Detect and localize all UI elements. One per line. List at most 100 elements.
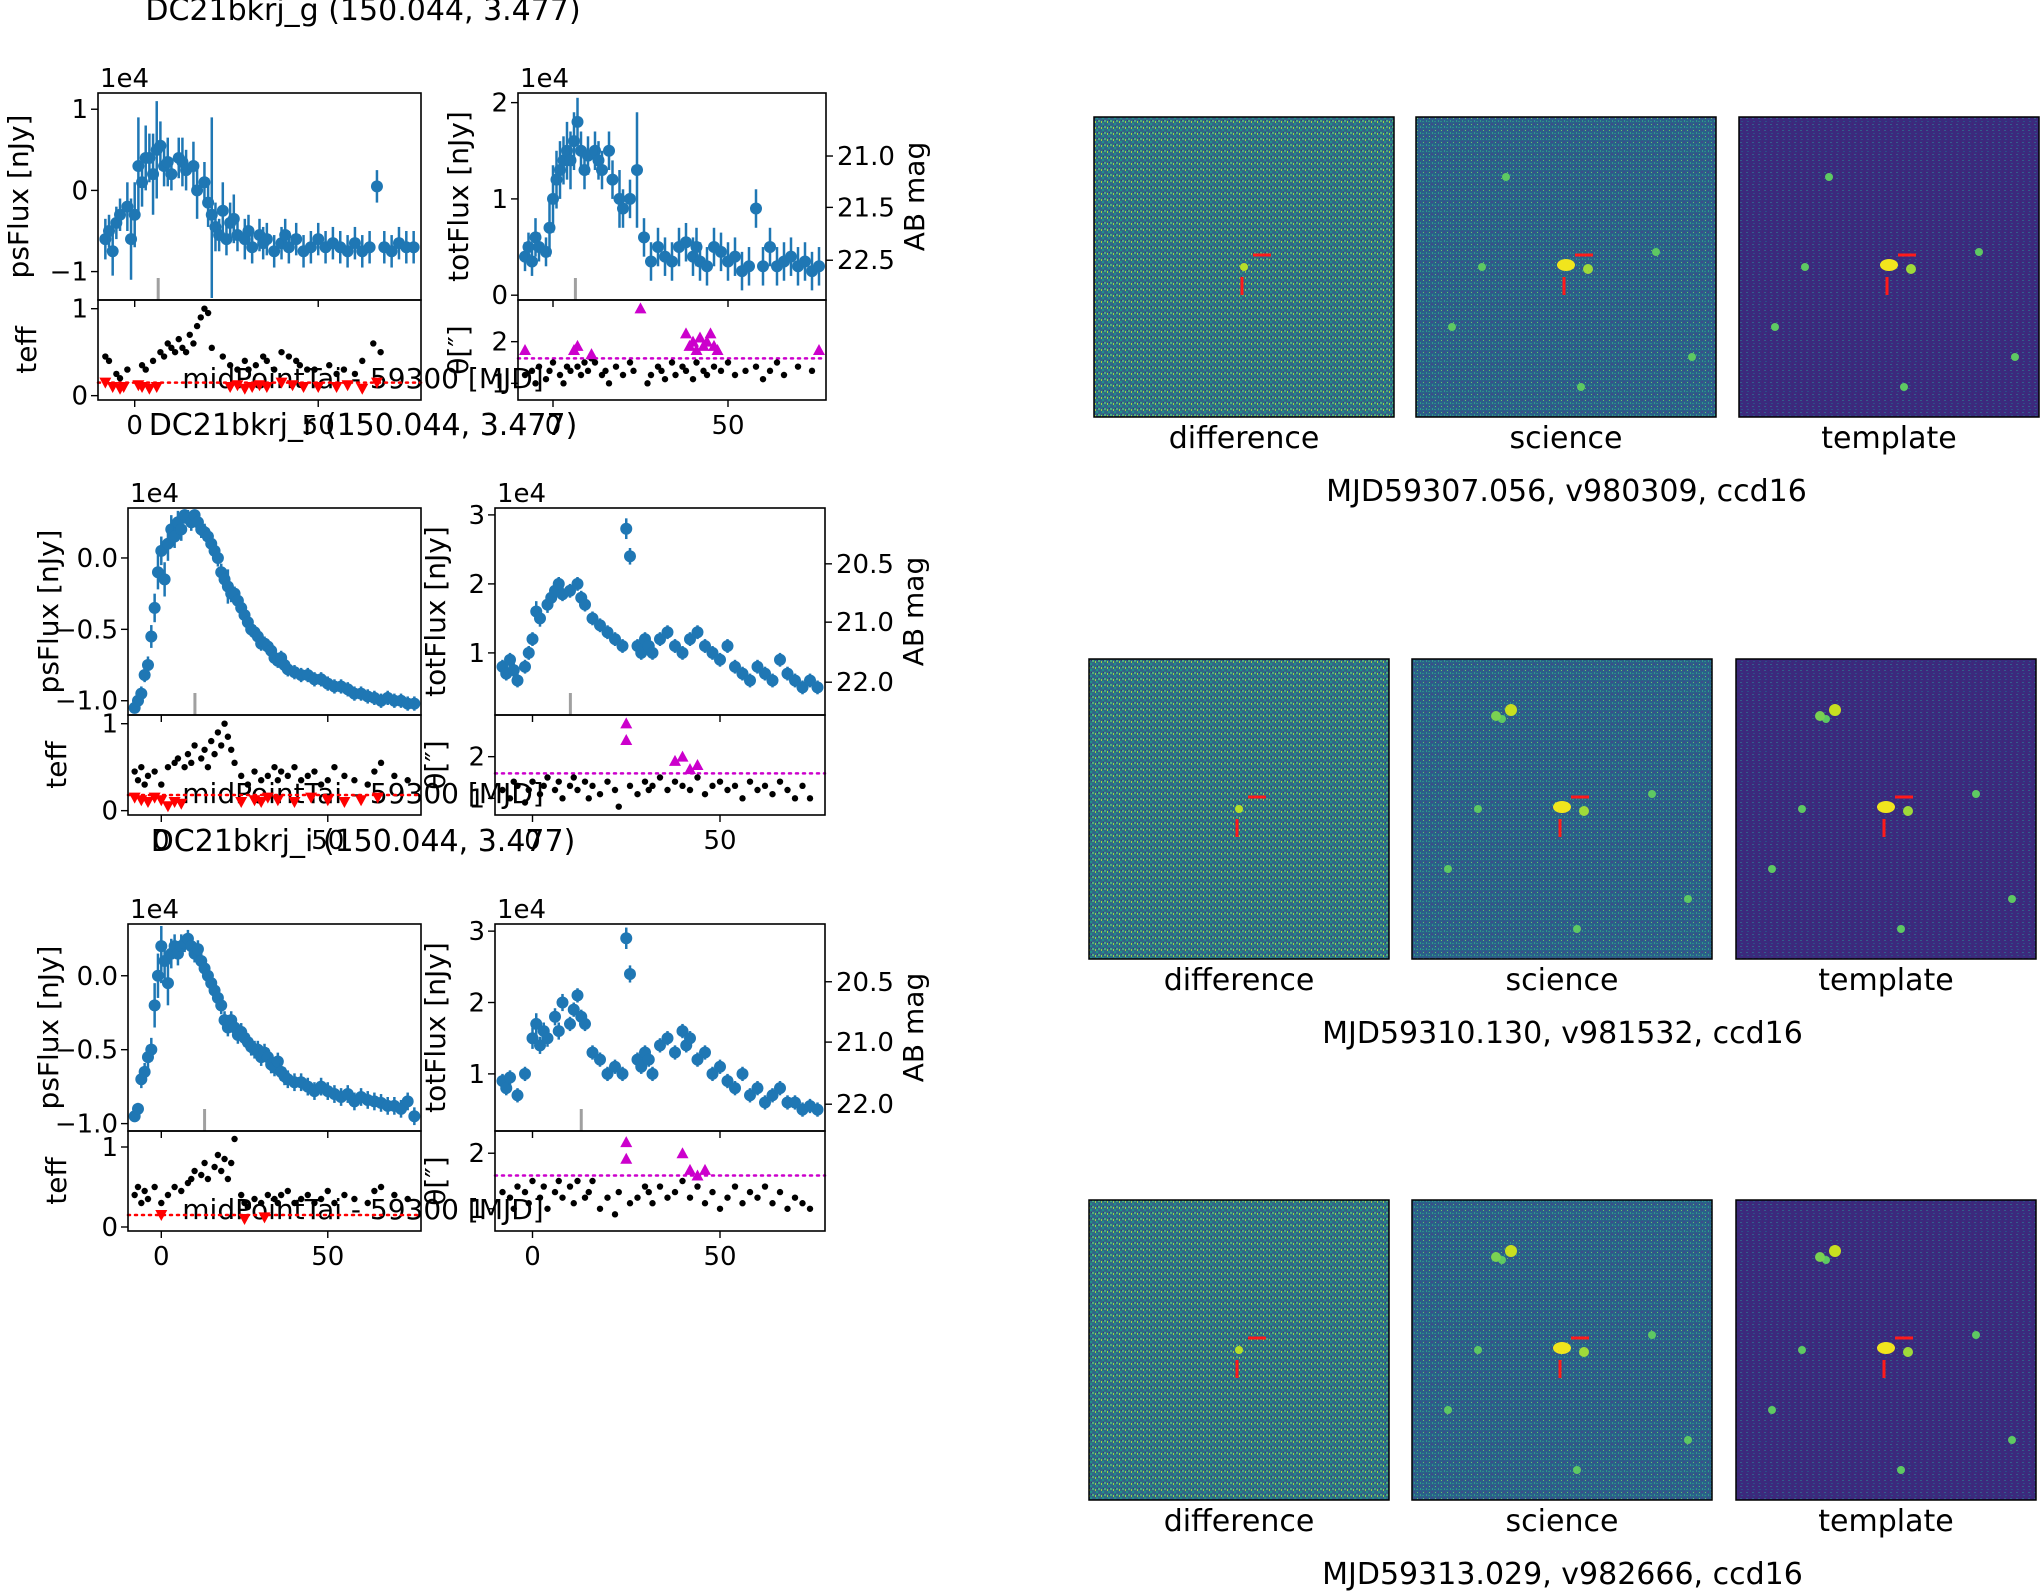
data-point bbox=[311, 366, 318, 373]
data-point bbox=[570, 774, 577, 781]
data-point bbox=[701, 790, 709, 798]
right-y-tick-label: 21.0 bbox=[836, 608, 894, 638]
data-point bbox=[806, 1205, 814, 1212]
data-point bbox=[216, 204, 229, 217]
upper-limit-marker bbox=[620, 717, 633, 729]
right-y-tick-label: 22.5 bbox=[837, 246, 895, 276]
y-tick-label: −1.0 bbox=[55, 1110, 118, 1140]
data-point bbox=[671, 778, 679, 785]
data-point bbox=[536, 790, 544, 798]
data-point bbox=[228, 746, 235, 753]
data-point bbox=[612, 363, 620, 370]
cutout-difference: difference bbox=[1093, 116, 1395, 456]
data-point bbox=[609, 1060, 621, 1073]
data-point bbox=[171, 348, 179, 356]
data-point bbox=[507, 664, 520, 677]
lower-limit-marker bbox=[246, 381, 259, 393]
data-point bbox=[317, 1195, 325, 1203]
data-point bbox=[549, 1010, 561, 1023]
field-star bbox=[2008, 895, 2016, 903]
offset-text: 1e4 bbox=[130, 479, 179, 509]
data-point bbox=[813, 260, 825, 273]
y-tick-label: 1 bbox=[468, 1195, 485, 1225]
lower-limit-marker bbox=[356, 383, 369, 395]
data-point bbox=[785, 250, 797, 263]
data-point bbox=[165, 168, 178, 181]
upper-limit-marker bbox=[813, 344, 825, 355]
x-tick-label: 50 bbox=[311, 1242, 344, 1272]
data-point bbox=[197, 314, 204, 321]
data-point bbox=[564, 1017, 576, 1030]
y-tick-label: 3 bbox=[468, 917, 485, 947]
data-point bbox=[221, 720, 228, 727]
data-point bbox=[544, 774, 551, 781]
data-point bbox=[672, 371, 679, 379]
data-point bbox=[341, 772, 348, 780]
cutout-strip: difference science template MJD59307.056, v… bbox=[1093, 116, 2040, 509]
upper-limit-marker bbox=[704, 327, 717, 339]
data-point bbox=[530, 1017, 543, 1030]
source-blob bbox=[1235, 1346, 1243, 1354]
cutout-label: template bbox=[1818, 1504, 1953, 1539]
lightcurve-row-r: DC21bkrj_r (150.044, 3.477) midPointTai -… bbox=[32, 408, 2037, 1051]
data-point bbox=[284, 1187, 292, 1195]
data-point bbox=[171, 1183, 178, 1191]
data-point bbox=[304, 772, 311, 780]
upper-limit-marker bbox=[711, 344, 724, 355]
y-axis-label: teff bbox=[10, 326, 43, 374]
data-point bbox=[794, 363, 802, 370]
data-point bbox=[541, 1032, 554, 1045]
data-point bbox=[552, 1025, 565, 1038]
data-point bbox=[574, 1177, 581, 1185]
panel-theta: 1 2 θ[″] 0 50 bbox=[419, 717, 827, 856]
source-blob bbox=[1877, 1342, 1895, 1354]
field-star bbox=[1829, 704, 1841, 716]
data-point bbox=[138, 763, 145, 771]
data-point bbox=[221, 1155, 228, 1163]
data-point bbox=[510, 1205, 517, 1212]
data-point bbox=[198, 1171, 205, 1179]
data-point bbox=[676, 646, 689, 659]
data-point bbox=[141, 781, 148, 788]
data-point bbox=[585, 795, 592, 802]
right-y-tick-label: 21.0 bbox=[837, 142, 895, 172]
field-star bbox=[1444, 865, 1452, 873]
lower-limit-marker bbox=[355, 795, 368, 807]
data-point bbox=[529, 778, 536, 785]
data-point bbox=[251, 1195, 258, 1203]
panel-psflux: 1 0 −1 psFlux [nJy] 1e4 bbox=[2, 64, 420, 307]
x-tick-label: 0 bbox=[153, 826, 170, 856]
cutout-strip: difference science template MJD59310.130, v… bbox=[1088, 658, 2037, 1051]
upper-limit-marker bbox=[571, 339, 584, 351]
data-point bbox=[679, 782, 686, 790]
data-point bbox=[116, 375, 124, 382]
right-y-tick-label: 22.0 bbox=[836, 668, 894, 698]
data-point bbox=[596, 790, 604, 798]
data-point bbox=[351, 370, 359, 378]
data-point bbox=[351, 1195, 358, 1203]
data-point bbox=[211, 750, 218, 758]
data-point bbox=[204, 1175, 212, 1183]
data-point bbox=[161, 977, 174, 990]
data-point bbox=[277, 768, 285, 775]
y-tick-label: −1.0 bbox=[55, 687, 118, 717]
data-point bbox=[693, 359, 700, 366]
data-point bbox=[519, 1067, 531, 1080]
data-point bbox=[238, 772, 245, 780]
lower-limit-marker bbox=[231, 380, 244, 392]
data-point bbox=[326, 362, 333, 369]
data-point bbox=[761, 782, 769, 790]
source-blob bbox=[1880, 259, 1898, 271]
data-point bbox=[766, 1089, 779, 1102]
data-point bbox=[724, 786, 731, 794]
data-point bbox=[148, 999, 161, 1012]
upper-limit-marker bbox=[620, 734, 633, 745]
data-point bbox=[701, 1200, 709, 1207]
data-point bbox=[811, 681, 824, 694]
data-point bbox=[645, 786, 652, 794]
data-point bbox=[559, 1194, 566, 1201]
data-point bbox=[701, 260, 713, 273]
data-point bbox=[710, 363, 718, 370]
data-point bbox=[784, 1205, 791, 1212]
y-tick-label: 2 bbox=[468, 1139, 485, 1169]
